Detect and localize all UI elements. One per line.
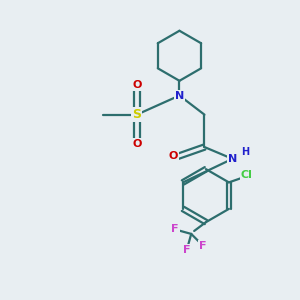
Text: N: N [175,91,184,100]
Text: O: O [169,151,178,161]
Text: F: F [183,245,190,255]
Text: N: N [228,154,237,164]
Text: S: S [132,108,141,121]
Text: H: H [241,147,249,158]
Text: O: O [132,80,141,90]
Text: F: F [171,224,179,235]
Text: Cl: Cl [241,170,253,180]
Text: F: F [199,241,207,251]
Text: O: O [132,139,141,149]
